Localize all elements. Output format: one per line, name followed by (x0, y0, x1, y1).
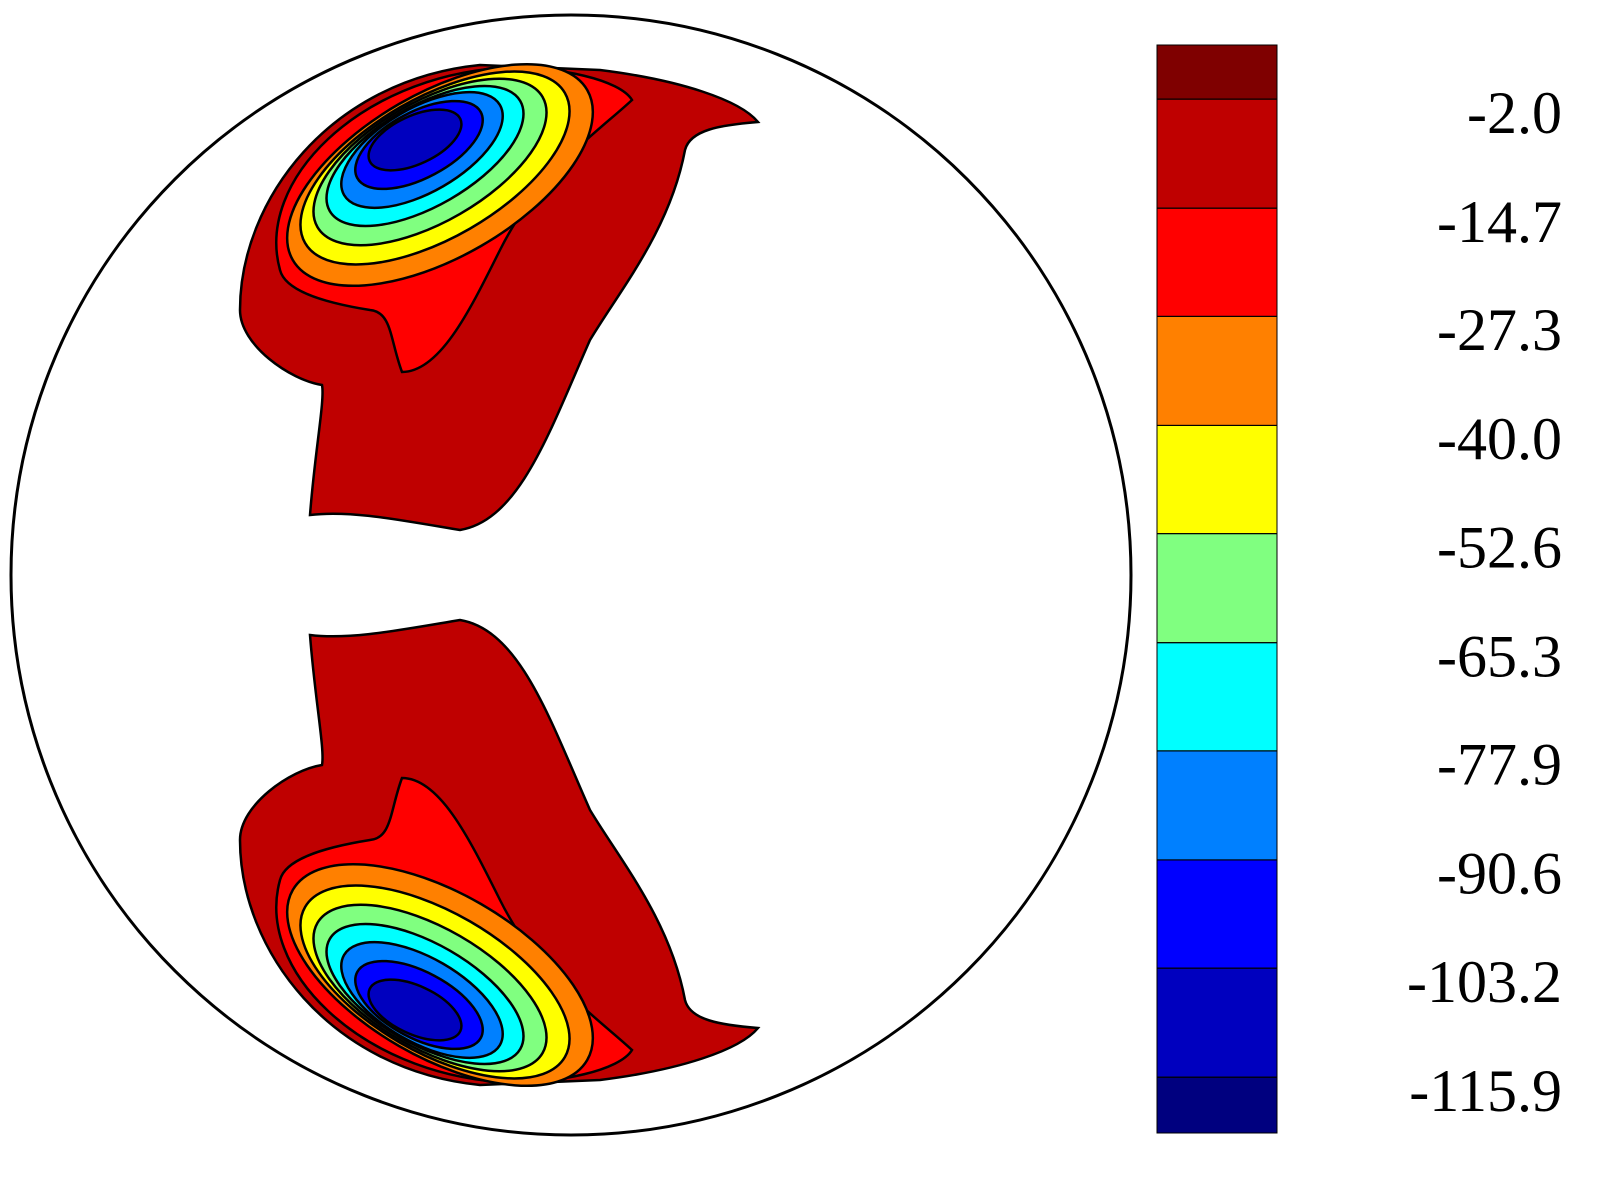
colorbar-tick-label: -27.3 (1437, 297, 1562, 363)
colorbar-tick-label: -90.6 (1437, 841, 1562, 907)
colorbar-tick-label: -52.6 (1437, 514, 1562, 580)
colorbar-tick-label: -103.2 (1407, 949, 1562, 1015)
colorbar-band (1156, 533, 1278, 644)
colorbar-tick-label: -65.3 (1437, 623, 1562, 689)
colorbar-band (1156, 1076, 1278, 1134)
colorbar-tick-label: -2.0 (1467, 80, 1562, 146)
colorbar-tick-label: -77.9 (1437, 732, 1562, 798)
colorbar-band (1156, 44, 1278, 100)
contour-field (238, 17, 760, 1133)
colorbar-band (1156, 750, 1278, 861)
colorbar-tick-label: -14.7 (1437, 189, 1562, 255)
domain-boundary (9, 13, 1133, 1137)
colorbar-tick-label: -115.9 (1409, 1058, 1562, 1124)
colorbar: -115.9 -103.2 -90.6 -77.9 -65.3 -52.6 -40.0 -27… (1156, 44, 1562, 1134)
colorbar-band (1156, 859, 1278, 969)
colorbar-tick-label: -40.0 (1437, 406, 1562, 472)
colorbar-band (1156, 98, 1278, 209)
colorbar-band (1156, 424, 1278, 535)
colorbar-band (1156, 315, 1278, 426)
colorbar-band (1156, 642, 1278, 752)
colorbar-band (1156, 207, 1278, 317)
colorbar-band (1156, 967, 1278, 1078)
